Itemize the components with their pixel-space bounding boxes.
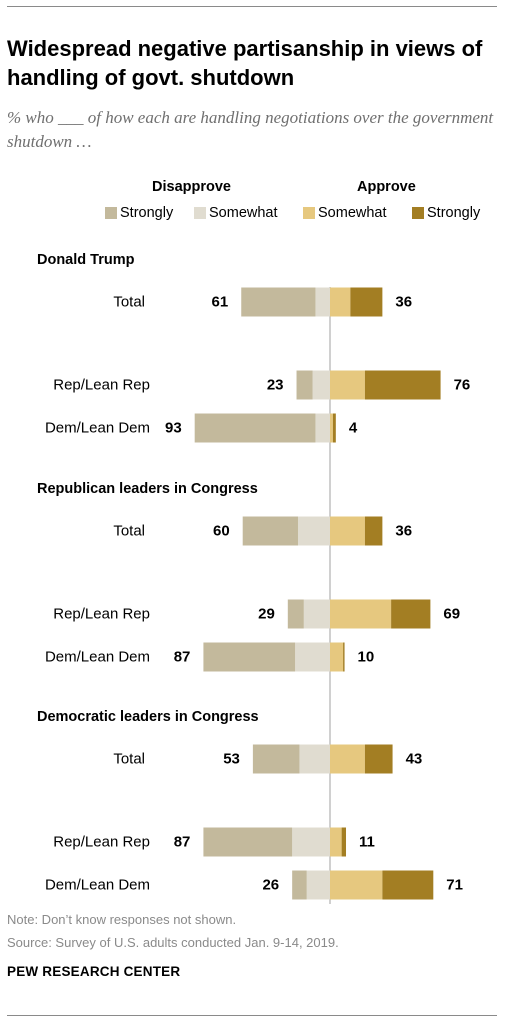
bar-disapprove-strongly [203, 827, 293, 857]
bar-approve-somewhat [330, 413, 333, 443]
bar-disapprove-somewhat [295, 642, 330, 672]
row-label: Dem/Lean Dem [45, 877, 150, 894]
legend-label: Somewhat [209, 205, 278, 221]
bar-approve-somewhat [330, 642, 344, 672]
bar-disapprove-somewhat [297, 516, 330, 546]
bar-approve-strongly [391, 599, 431, 629]
bar-approve-strongly [350, 287, 383, 317]
data-label-disapprove-total: 87 [174, 649, 191, 666]
data-label-approve-total: 10 [358, 649, 375, 666]
data-label-disapprove-total: 23 [267, 377, 284, 394]
data-label-disapprove-total: 93 [165, 420, 182, 437]
bar-approve-strongly [332, 413, 336, 443]
bar-approve-strongly [343, 642, 345, 672]
bar-approve-somewhat [330, 744, 365, 774]
bar-approve-somewhat [330, 827, 342, 857]
data-label-disapprove-total: 29 [258, 606, 275, 623]
bar-disapprove-somewhat [299, 744, 330, 774]
data-label-disapprove-total: 61 [212, 294, 229, 311]
bar-disapprove-strongly [194, 413, 316, 443]
row-label: Dem/Lean Dem [45, 420, 150, 437]
legend-label: Strongly [120, 205, 174, 221]
data-label-disapprove-total: 53 [223, 751, 240, 768]
legend-item-approve-somewhat: Somewhat [303, 205, 387, 221]
bar-approve-somewhat [330, 287, 351, 317]
section-heading: Donald Trump [37, 252, 135, 268]
legend-swatch-approve-somewhat [303, 207, 315, 219]
row-label: Rep/Lean Rep [53, 377, 150, 394]
chart-note: Note: Don’t know responses not shown. [7, 912, 237, 927]
bottom-rule [7, 1015, 497, 1016]
bar-approve-strongly [382, 870, 434, 900]
data-label-approve-total: 36 [395, 294, 412, 311]
bar-approve-somewhat [330, 870, 383, 900]
legend-item-disapprove-strongly: Strongly [105, 205, 173, 221]
legend-item-disapprove-somewhat: Somewhat [194, 205, 278, 221]
bar-approve-somewhat [330, 599, 392, 629]
section-heading: Republican leaders in Congress [37, 481, 258, 497]
bar-disapprove-strongly [241, 287, 316, 317]
bar-approve-strongly [364, 370, 441, 400]
bar-disapprove-somewhat [303, 599, 330, 629]
row-label: Total [113, 523, 145, 540]
chart-title: Widespread negative partisanship in view… [7, 36, 483, 90]
data-label-approve-total: 43 [406, 751, 423, 768]
bar-disapprove-somewhat [315, 413, 330, 443]
bar-approve-somewhat [330, 370, 365, 400]
top-rule [7, 6, 497, 7]
legend-swatch-approve-strongly [412, 207, 424, 219]
bar-approve-strongly [364, 516, 383, 546]
bar-disapprove-strongly [292, 870, 307, 900]
bar-disapprove-somewhat [312, 370, 330, 400]
data-label-disapprove-total: 60 [213, 523, 230, 540]
bar-disapprove-strongly [296, 370, 313, 400]
legend-swatch-disapprove-strongly [105, 207, 117, 219]
legend-swatch-disapprove-somewhat [194, 207, 206, 219]
section-heading: Democratic leaders in Congress [37, 709, 259, 725]
bar-approve-somewhat [330, 516, 365, 546]
legend-disapprove-heading: Disapprove [152, 179, 231, 195]
data-label-approve-total: 69 [443, 606, 460, 623]
bar-disapprove-strongly [242, 516, 298, 546]
chart-source: Source: Survey of U.S. adults conducted … [7, 935, 339, 950]
row-label: Dem/Lean Dem [45, 649, 150, 666]
legend-label: Strongly [427, 205, 481, 221]
bar-disapprove-somewhat [315, 287, 330, 317]
bar-disapprove-strongly [203, 642, 296, 672]
row-label: Total [113, 751, 145, 768]
data-label-approve-total: 71 [446, 877, 463, 894]
bar-disapprove-somewhat [292, 827, 330, 857]
bar-approve-strongly [364, 744, 393, 774]
brand-footer: PEW RESEARCH CENTER [7, 964, 181, 979]
row-label: Rep/Lean Rep [53, 834, 150, 851]
bar-disapprove-strongly [252, 744, 300, 774]
chart-subtitle: % who ___ of how each are handling negot… [7, 108, 494, 151]
legend-label: Somewhat [318, 205, 387, 221]
data-label-approve-total: 36 [395, 523, 412, 540]
row-label: Rep/Lean Rep [53, 606, 150, 623]
row-label: Total [113, 294, 145, 311]
data-label-approve-total: 76 [454, 377, 471, 394]
bar-disapprove-somewhat [306, 870, 330, 900]
data-label-disapprove-total: 87 [174, 834, 191, 851]
bar-approve-strongly [341, 827, 347, 857]
legend-item-approve-strongly: Strongly [412, 205, 480, 221]
data-label-disapprove-total: 26 [262, 877, 279, 894]
data-label-approve-total: 11 [359, 834, 375, 851]
legend-approve-heading: Approve [357, 179, 416, 195]
bar-disapprove-strongly [287, 599, 304, 629]
data-label-approve-total: 4 [349, 420, 358, 437]
